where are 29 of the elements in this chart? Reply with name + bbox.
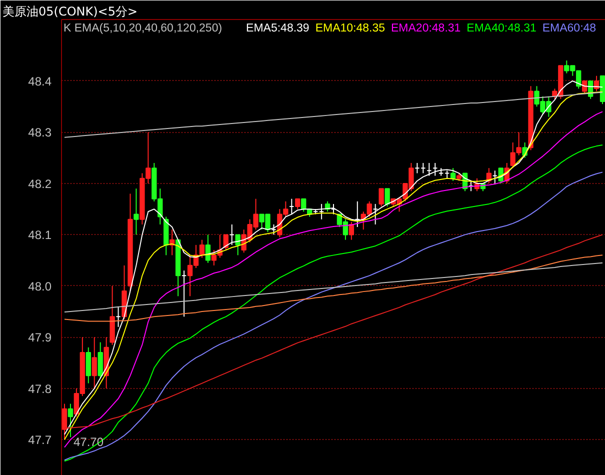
y-tick-label: 47.7 — [28, 433, 52, 448]
candlestick — [98, 342, 103, 379]
text: EMA20:48.31 — [391, 22, 461, 34]
candlestick — [68, 403, 74, 438]
candlestick — [295, 198, 300, 210]
y-tick-label: 48.0 — [28, 279, 52, 294]
candlestick — [450, 168, 456, 182]
y-tick-label: 48.2 — [28, 176, 52, 191]
text: EMA5:48.39 — [246, 22, 310, 34]
text: EMA40:48.31 — [466, 22, 536, 34]
text: EMA60:48 — [542, 22, 596, 34]
legend-title: K EMA(5,10,20,40,60,120,250) — [64, 22, 222, 34]
candlestick — [134, 188, 139, 236]
y-tick-label: 47.8 — [28, 382, 52, 396]
line-series — [64, 234, 604, 428]
candlestick — [378, 188, 384, 208]
line-series — [64, 254, 604, 322]
y-tick-label: 48.4 — [28, 74, 52, 88]
y-tick-label: 48.3 — [28, 126, 52, 140]
candlestick — [223, 234, 228, 251]
line-series — [64, 262, 604, 313]
chart-title: 美原油05(CONK)<5分> — [2, 4, 138, 18]
candlestick — [86, 346, 91, 384]
candlestick — [384, 188, 390, 208]
text: EMA10:48.35 — [315, 22, 386, 34]
candlestick — [62, 403, 68, 440]
y-tick-label: 48.1 — [28, 228, 52, 242]
candlestick — [92, 336, 97, 389]
y-tick-label: 47.9 — [28, 330, 52, 345]
